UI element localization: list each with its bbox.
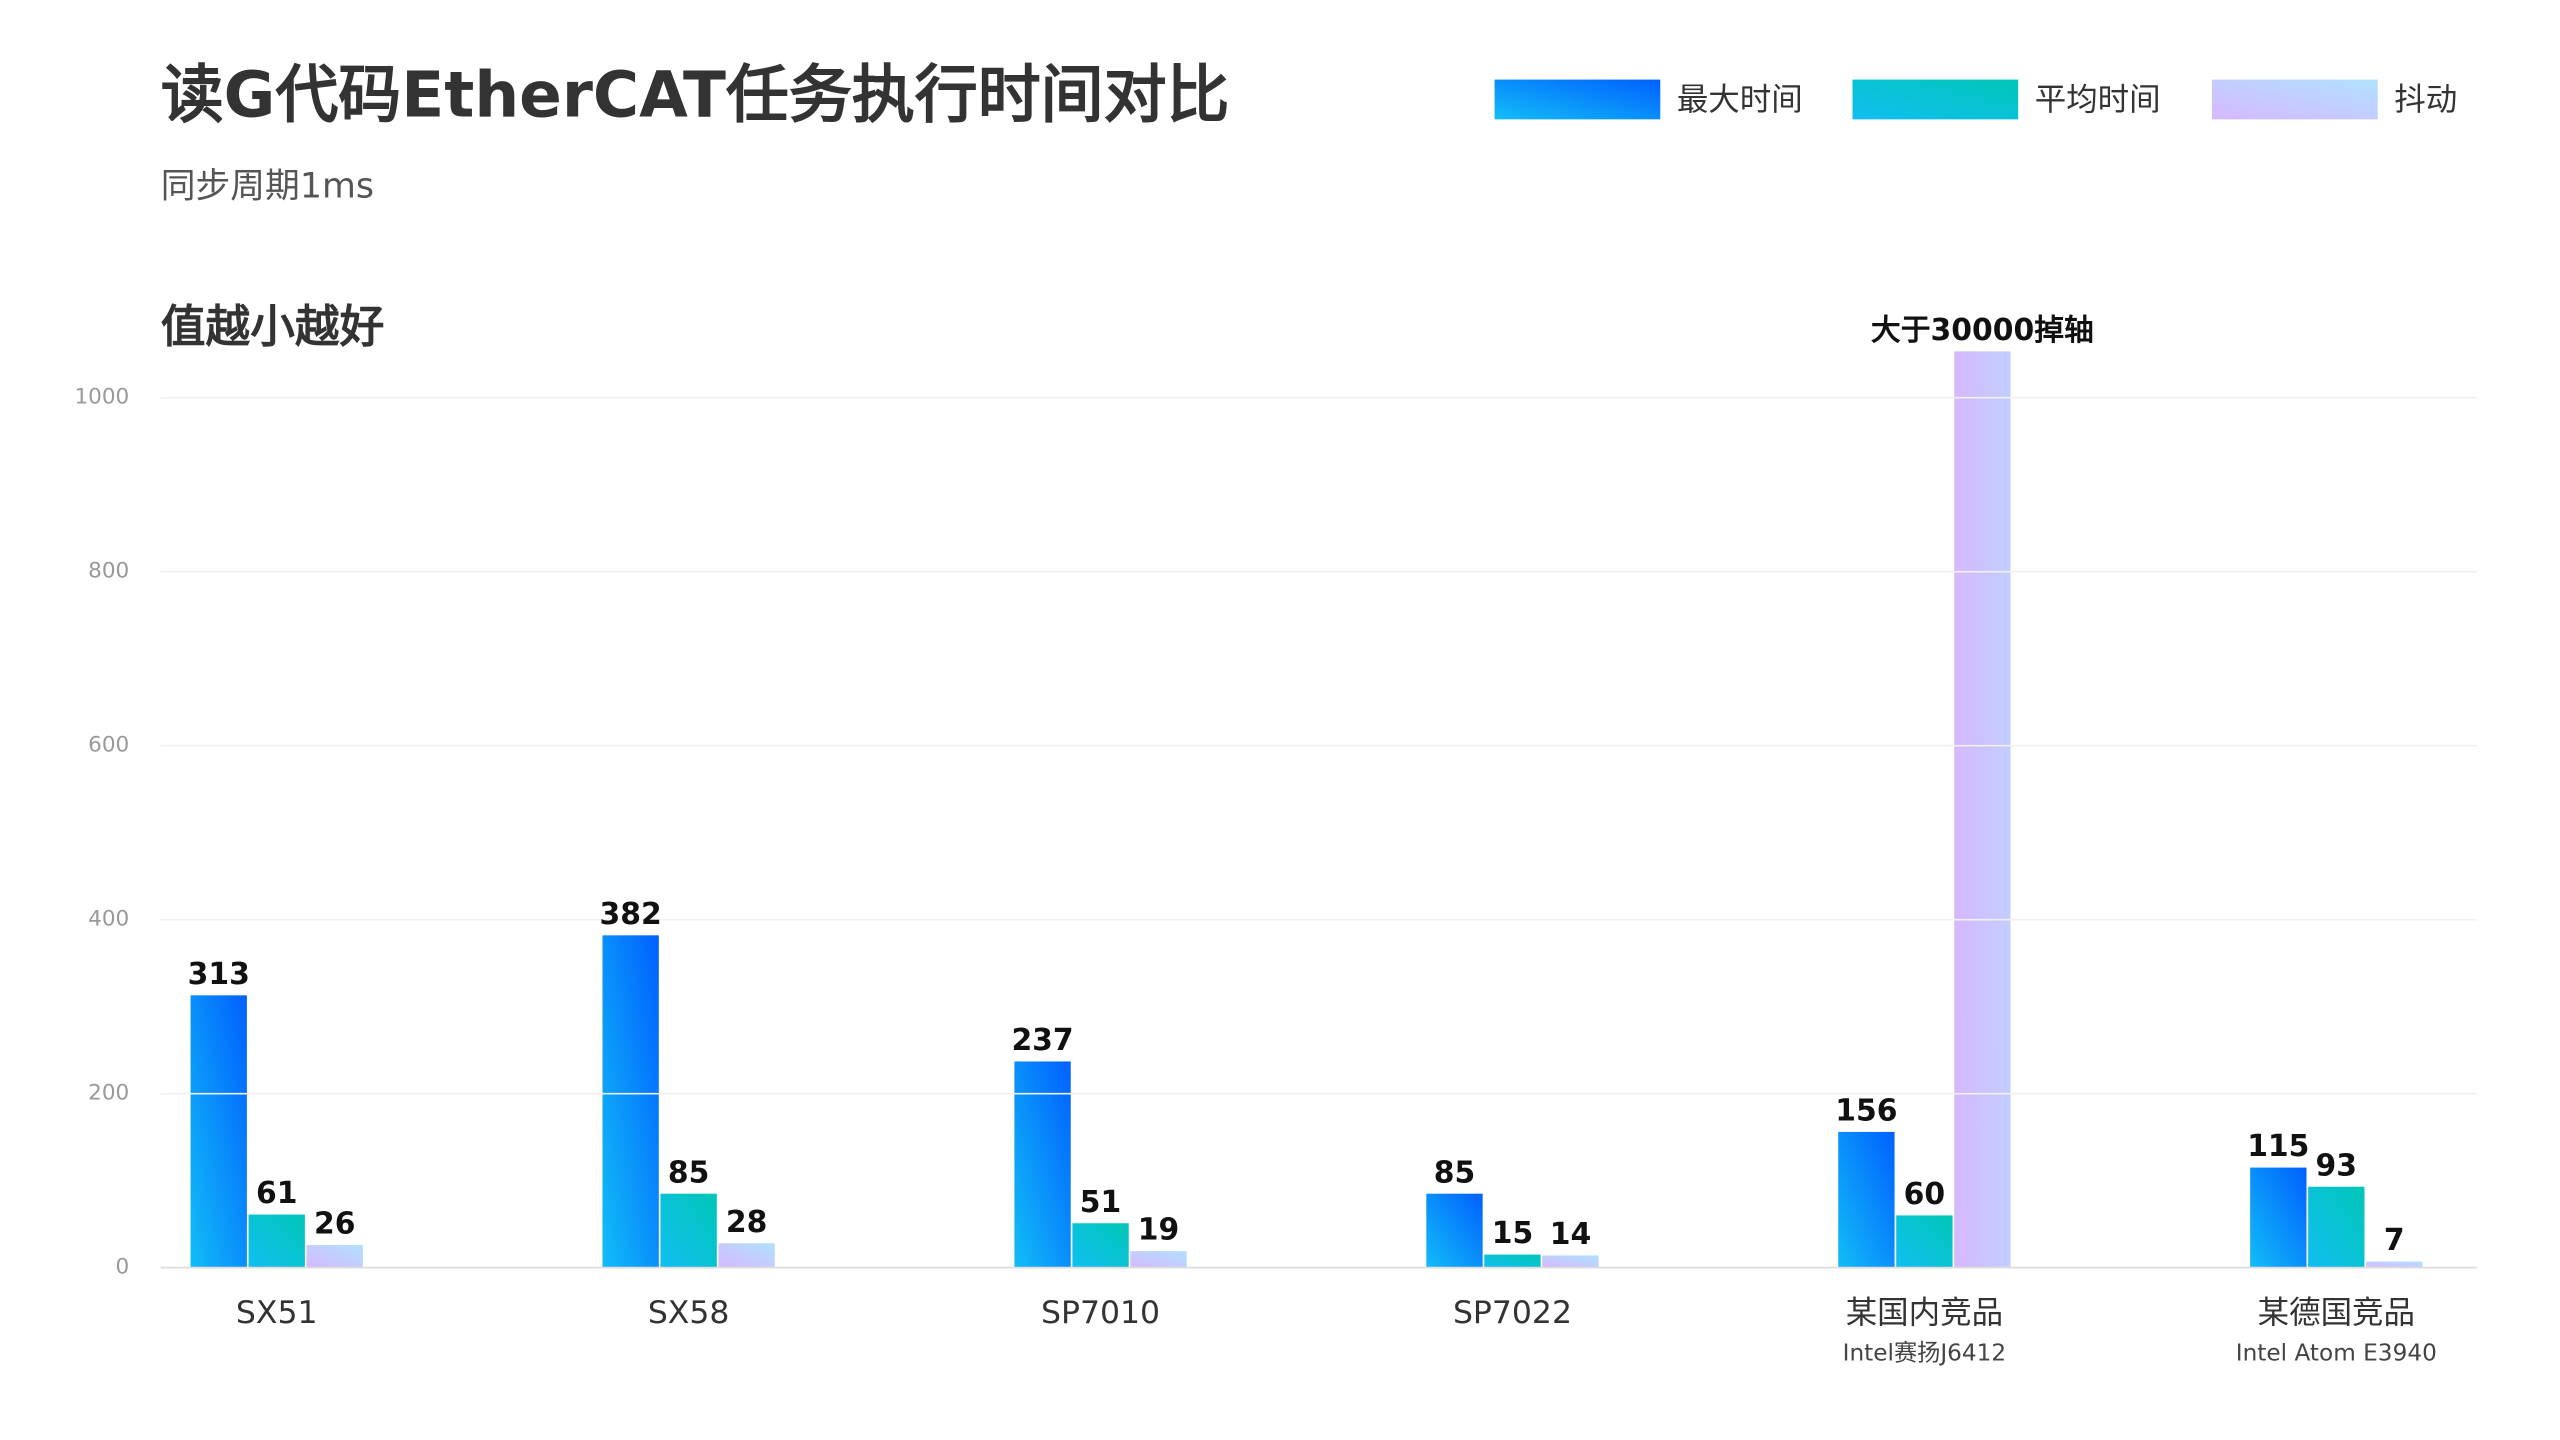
legend-label: 最大时间: [1677, 82, 1803, 118]
value-label: 15: [1492, 1216, 1534, 1251]
x-tick-label: 某德国竞品: [2258, 1295, 2415, 1331]
bar: [2366, 1261, 2423, 1268]
legend-swatch: [2212, 79, 2378, 120]
value-label: 237: [1011, 1023, 1073, 1058]
bar: [1542, 1255, 1599, 1268]
bar: [1426, 1193, 1483, 1268]
bar: [306, 1245, 363, 1268]
x-tick-sublabel: Intel赛扬J6412: [1843, 1339, 2007, 1366]
value-label: 7: [2384, 1223, 2405, 1258]
bar: [660, 1193, 717, 1268]
value-label: 156: [1835, 1094, 1897, 1129]
value-label: 51: [1080, 1185, 1122, 1220]
value-label: 93: [2316, 1148, 2358, 1183]
legend-label: 抖动: [2394, 82, 2457, 118]
x-tick-label: SP7022: [1453, 1295, 1572, 1331]
bar: [2250, 1167, 2307, 1268]
annotation: 值越小越好: [161, 300, 385, 353]
x-tick-label: 某国内竞品: [1846, 1295, 2003, 1331]
chart-subtitle: 同步周期1ms: [161, 166, 374, 206]
bar: [1484, 1254, 1541, 1268]
x-tick-sublabel: Intel Atom E3940: [2236, 1339, 2437, 1366]
bar: [1838, 1131, 1895, 1268]
value-label: 28: [726, 1205, 768, 1240]
bar: [2308, 1186, 2365, 1268]
y-tick-label: 800: [88, 559, 129, 584]
value-label: 14: [1550, 1217, 1592, 1252]
bar: [248, 1214, 305, 1268]
value-label: 313: [188, 957, 250, 992]
x-tick-label: SX58: [648, 1295, 730, 1331]
y-tick-label: 0: [116, 1255, 130, 1280]
y-tick-label: 1000: [74, 385, 129, 410]
y-tick-label: 400: [88, 907, 129, 932]
chart-title: 读G代码EtherCAT任务执行时间对比: [161, 59, 1230, 132]
value-label: 26: [314, 1207, 356, 1242]
legend-label: 平均时间: [2035, 82, 2161, 118]
legend-swatch: [1852, 79, 2019, 120]
legend-swatch: [1494, 79, 1661, 120]
value-label: 60: [1904, 1177, 1946, 1212]
bar: [1130, 1251, 1187, 1268]
value-label: 382: [600, 897, 662, 932]
bar: [1072, 1223, 1129, 1268]
value-label: 85: [668, 1155, 710, 1190]
bar: [1014, 1061, 1071, 1268]
bar: [718, 1243, 775, 1268]
value-label: 大于30000掉轴: [1871, 313, 2094, 348]
bar: [602, 935, 659, 1268]
x-tick-label: SX51: [236, 1295, 318, 1331]
x-tick-label: SP7010: [1041, 1295, 1160, 1331]
bar: [1896, 1215, 1953, 1268]
bar: [1954, 351, 2011, 1268]
value-label: 19: [1138, 1213, 1180, 1248]
value-label: 85: [1434, 1155, 1476, 1190]
bar: [190, 995, 247, 1268]
value-label: 115: [2247, 1129, 2309, 1164]
y-tick-label: 600: [88, 733, 129, 758]
plot-area: [190, 351, 2423, 1268]
value-label: 61: [256, 1176, 298, 1211]
y-tick-label: 200: [88, 1081, 129, 1106]
